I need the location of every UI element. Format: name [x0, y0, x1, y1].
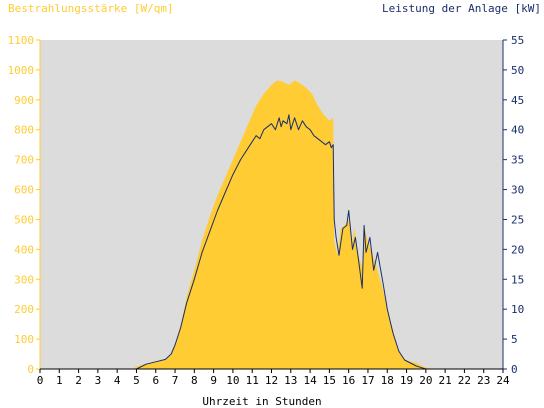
- left-tick-label: 300: [14, 273, 34, 286]
- left-axis-title: Bestrahlungsstärke [W/qm]: [8, 2, 174, 15]
- x-tick-label: 16: [342, 374, 355, 387]
- right-tick-label: 15: [511, 273, 524, 286]
- right-tick-label: 20: [511, 243, 524, 256]
- irradiance-area: [40, 80, 503, 370]
- left-tick-label: 1100: [8, 34, 35, 47]
- irradiance-area-layer: [40, 80, 503, 370]
- x-tick-label: 5: [133, 374, 140, 387]
- right-tick-label: 55: [511, 34, 524, 47]
- x-tick-label: 1: [56, 374, 63, 387]
- x-axis-title: Uhrzeit in Stunden: [202, 395, 321, 408]
- power-line: [40, 114, 503, 370]
- left-tick-label: 700: [14, 154, 34, 167]
- x-tick-label: 7: [172, 374, 179, 387]
- axes-layer: [36, 39, 507, 373]
- x-tick-label: 19: [400, 374, 413, 387]
- x-tick-label: 9: [210, 374, 217, 387]
- left-tick-label: 500: [14, 213, 34, 226]
- left-tick-label: 100: [14, 333, 34, 346]
- left-tick-label: 0: [27, 363, 34, 376]
- left-tick-label: 400: [14, 243, 34, 256]
- left-tick-label: 200: [14, 303, 34, 316]
- x-tick-label: 21: [439, 374, 452, 387]
- power-line-layer: [40, 114, 503, 370]
- left-tick-label: 900: [14, 94, 34, 107]
- x-tick-label: 24: [496, 374, 510, 387]
- right-tick-label: 40: [511, 124, 524, 137]
- left-tick-label: 1000: [8, 64, 35, 77]
- right-tick-label: 5: [511, 333, 518, 346]
- x-tick-label: 3: [95, 374, 102, 387]
- x-tick-label: 12: [265, 374, 278, 387]
- right-tick-label: 0: [511, 363, 518, 376]
- tick-labels-layer: 0100200300400500600700800900100011000510…: [8, 34, 525, 387]
- x-tick-label: 18: [381, 374, 394, 387]
- right-tick-label: 25: [511, 213, 524, 226]
- x-tick-label: 20: [419, 374, 432, 387]
- x-tick-label: 14: [303, 374, 317, 387]
- x-tick-label: 0: [37, 374, 44, 387]
- right-tick-label: 30: [511, 184, 524, 197]
- x-tick-label: 23: [477, 374, 490, 387]
- x-tick-label: 15: [323, 374, 336, 387]
- right-tick-label: 45: [511, 94, 524, 107]
- right-tick-label: 10: [511, 303, 524, 316]
- x-tick-label: 11: [246, 374, 259, 387]
- x-tick-label: 22: [458, 374, 471, 387]
- right-tick-label: 35: [511, 154, 524, 167]
- right-axis-title: Leistung der Anlage [kW]: [382, 2, 541, 15]
- x-tick-label: 2: [75, 374, 82, 387]
- x-tick-label: 17: [361, 374, 374, 387]
- left-tick-label: 600: [14, 184, 34, 197]
- x-tick-label: 6: [152, 374, 159, 387]
- x-tick-label: 13: [284, 374, 297, 387]
- left-tick-label: 800: [14, 124, 34, 137]
- right-tick-label: 50: [511, 64, 524, 77]
- x-tick-label: 8: [191, 374, 198, 387]
- x-tick-label: 10: [226, 374, 239, 387]
- x-tick-label: 4: [114, 374, 121, 387]
